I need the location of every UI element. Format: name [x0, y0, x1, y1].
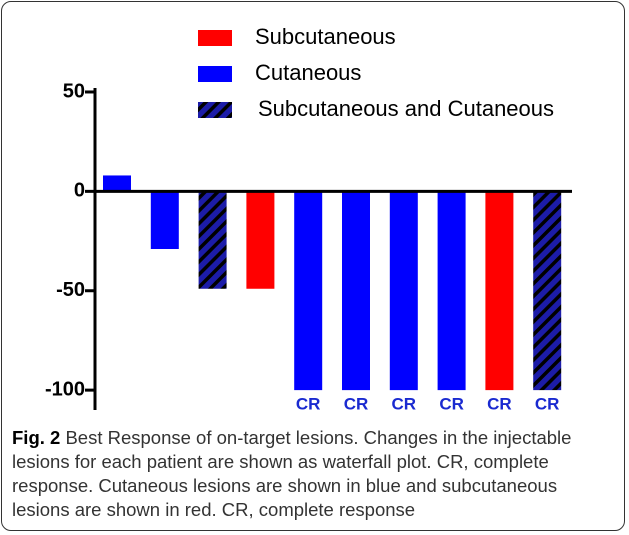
y-tick-label: -50: [56, 279, 85, 301]
bar: [389, 191, 418, 391]
bar-label: CR: [439, 394, 464, 413]
bar-label: CR: [392, 394, 417, 413]
caption-label: Fig. 2: [12, 427, 61, 448]
y-tick-label: 0: [74, 180, 85, 202]
bar: [198, 191, 227, 289]
y-tick-label: 50: [63, 80, 85, 102]
bar: [294, 191, 323, 391]
chart: 50 0 -50 -100 CR CR CR CR CR CR Subcutaneous Cutane…: [45, 24, 572, 413]
bar: [103, 175, 131, 192]
bar-label: CR: [344, 394, 369, 413]
bar: [533, 191, 562, 391]
legend-label: Subcutaneous and Cutaneous: [258, 96, 554, 121]
bar: [485, 191, 514, 391]
legend-swatch: [198, 30, 232, 46]
bar: [342, 191, 370, 391]
bar-label: CR: [535, 394, 560, 413]
bar: [437, 191, 466, 391]
legend-label: Subcutaneous: [255, 24, 396, 49]
legend-swatch: [198, 102, 232, 118]
caption-text: Best Response of on-target lesions. Chan…: [12, 427, 572, 520]
bar-label: CR: [296, 394, 321, 413]
bar-label: CR: [487, 394, 512, 413]
bar: [246, 191, 275, 289]
legend-swatch: [198, 66, 232, 82]
bar: [150, 191, 179, 249]
legend-label: Cutaneous: [255, 60, 361, 85]
caption: Fig. 2 Best Response of on-target lesion…: [12, 426, 618, 522]
y-tick-label: -100: [45, 378, 85, 400]
